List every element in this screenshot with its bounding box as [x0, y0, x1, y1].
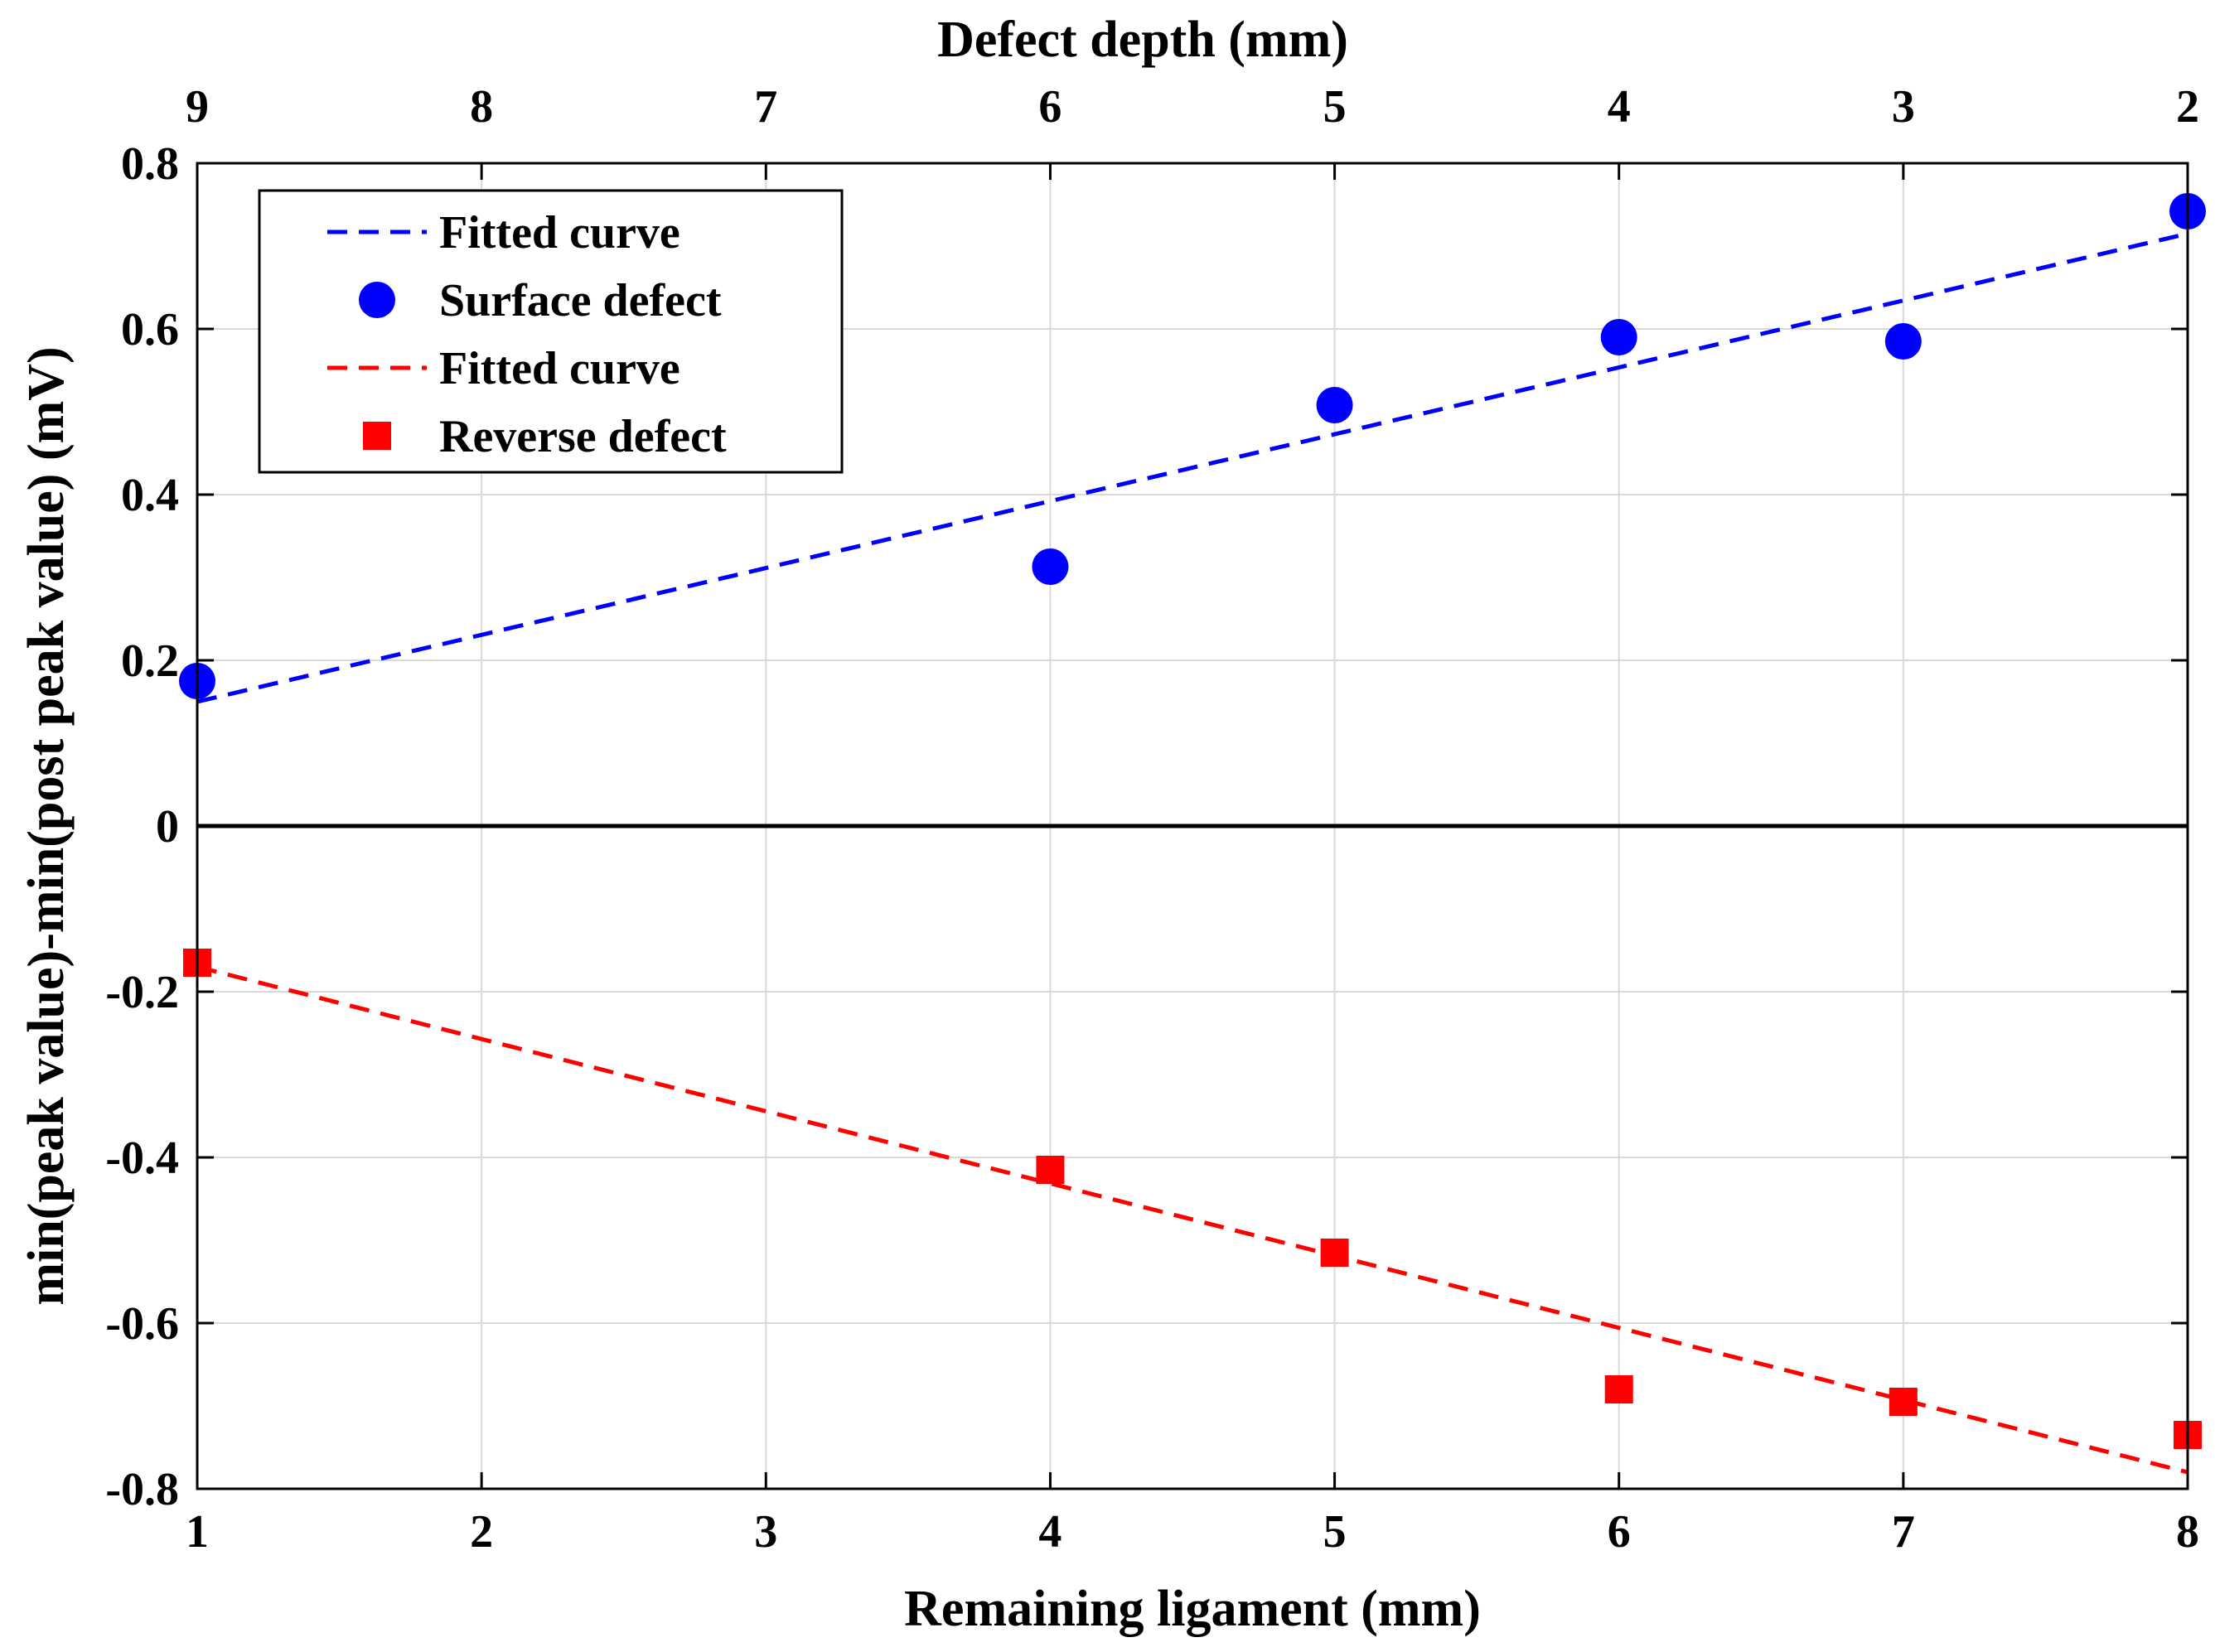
surface-defect-point: [1600, 319, 1637, 355]
top-tick-label: 7: [754, 81, 777, 133]
y-tick-label: -0.4: [105, 1133, 179, 1184]
reverse-defect-point: [1889, 1388, 1918, 1416]
reverse-defect-point: [1604, 1375, 1633, 1403]
legend-square-swatch: [363, 422, 391, 450]
y-tick-label: 0.6: [121, 304, 179, 355]
top-tick-label: 9: [186, 81, 209, 133]
top-tick-label: 6: [1038, 81, 1062, 133]
surface-defect-point: [1032, 548, 1069, 585]
top-tick-label: 5: [1323, 81, 1347, 133]
x-tick-label: 5: [1323, 1506, 1347, 1558]
y-tick-label: 0.4: [121, 470, 179, 521]
legend: Fitted curve Surface defect Fitted curve Re…: [258, 189, 844, 474]
y-tick-label: -0.2: [105, 967, 179, 1018]
top-axis-title: Defect depth (mm): [937, 12, 1348, 68]
y-tick-label: 0.2: [121, 635, 179, 687]
legend-label: Fitted curve: [439, 343, 680, 394]
legend-items: Fitted curve Surface defect Fitted curve Re…: [327, 207, 727, 462]
legend-circle-swatch: [359, 282, 395, 318]
y-tick-label: -0.6: [105, 1298, 179, 1350]
x-tick-label: 3: [754, 1506, 777, 1558]
legend-box: [258, 189, 844, 474]
top-tick-label: 4: [1608, 81, 1631, 133]
x-tick-label: 6: [1608, 1506, 1631, 1558]
y-tick-label: 0: [156, 801, 179, 853]
legend-label: Fitted curve: [439, 207, 680, 258]
y-tick-label: -0.8: [105, 1464, 179, 1515]
surface-defect-point: [1316, 387, 1353, 423]
fitted-curve-line: [196, 231, 2188, 704]
series-layer: [179, 193, 2206, 1475]
top-tick-label: 2: [2176, 81, 2199, 133]
tick-layer: 1 2 3 4 5 6 7 8 9 8 7 6 5 4 3 2 -0.8 -0.6 -0.4 -0.2 0 0.2 0.4 0…: [105, 81, 2199, 1558]
legend-label: Reverse defect: [439, 411, 727, 462]
reverse-defect-point: [1320, 1239, 1349, 1267]
top-tick-label: 3: [1892, 81, 1915, 133]
x-tick-label: 1: [186, 1506, 209, 1558]
top-tick-label: 8: [470, 81, 493, 133]
x-axis-title: Remaining ligament (mm): [904, 1581, 1481, 1637]
surface-defect-point: [1884, 323, 1922, 360]
x-tick-label: 4: [1038, 1506, 1062, 1558]
fitted-curve-line: [196, 964, 2188, 1475]
x-tick-label: 2: [470, 1506, 493, 1558]
y-axis-title: min(peak value)-min(post peak value) (mV…: [18, 346, 75, 1305]
reverse-defect-point: [1036, 1156, 1065, 1184]
x-tick-label: 7: [1892, 1506, 1915, 1558]
y-tick-label: 0.8: [121, 138, 179, 190]
legend-label: Surface defect: [439, 275, 722, 326]
x-tick-label: 8: [2176, 1506, 2199, 1558]
